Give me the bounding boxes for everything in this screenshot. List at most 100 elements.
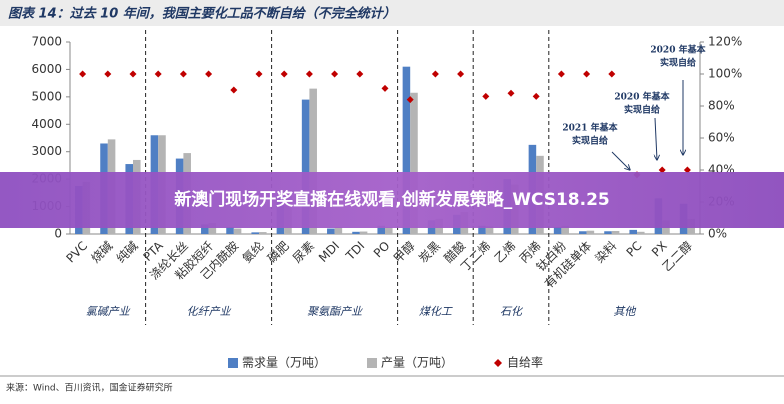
annotation: 实现自给 <box>572 135 608 147</box>
bar <box>561 225 569 234</box>
x-tick-label: 烧碱 <box>89 239 116 266</box>
y-tick-label: 6000 <box>31 62 62 76</box>
point <box>507 89 515 97</box>
x-tick-label: 乙烯 <box>492 239 519 266</box>
y2-tick-label: 80% <box>708 99 735 113</box>
x-tick-label: TDI <box>343 239 368 264</box>
y2-tick-label: 60% <box>708 131 735 145</box>
x-tick-label: 甲醇 <box>390 238 418 266</box>
group-label: 煤化工 <box>419 305 453 318</box>
x-tick-label: 尿素 <box>290 239 317 266</box>
bar <box>301 99 310 234</box>
bar <box>259 232 267 234</box>
bar <box>309 88 317 234</box>
x-tick-label: PO <box>371 239 393 261</box>
bar <box>377 225 385 234</box>
group-label: 氯碱产业 <box>86 305 131 318</box>
annotation-arrow <box>655 117 657 160</box>
legend-label: 自给率 <box>507 355 543 370</box>
x-tick-label: PVC <box>63 239 90 266</box>
x-tick-label: 染料 <box>592 238 620 266</box>
point <box>179 70 187 78</box>
banner-text: 新澳门现场开奖直播在线观看,创新发展策略_WCS18.25 <box>174 189 610 210</box>
bar <box>553 227 562 234</box>
x-tick-label: 氨纶 <box>240 239 267 266</box>
y-tick-label: 3000 <box>31 144 62 158</box>
bar <box>251 232 259 234</box>
bar <box>410 92 418 234</box>
annotation: 实现自给 <box>660 57 696 69</box>
legend-swatch <box>367 358 377 368</box>
point <box>457 70 465 78</box>
bar <box>579 231 587 234</box>
point <box>431 70 439 78</box>
bar <box>327 228 335 234</box>
bar <box>226 227 234 234</box>
bar <box>385 227 393 234</box>
bar <box>334 227 343 234</box>
x-tick-label: 磷肥 <box>264 238 292 266</box>
y-tick-label: 5000 <box>31 89 62 103</box>
y2-tick-label: 120% <box>708 35 742 49</box>
y2-tick-label: 100% <box>708 67 742 81</box>
source: 来源：Wind、百川资讯，国金证券研究所 <box>6 382 173 394</box>
point <box>406 96 414 104</box>
annotation: 2020 年基本 <box>650 44 706 56</box>
x-tick-label: 炭黑 <box>416 239 443 266</box>
point <box>154 70 162 78</box>
point <box>532 92 540 100</box>
legend-swatch <box>494 359 502 367</box>
bar <box>604 231 612 234</box>
point <box>230 86 238 94</box>
legend-label: 需求量（万吨） <box>242 356 326 370</box>
bar <box>586 230 595 234</box>
group-label: 化纤产业 <box>187 305 232 318</box>
point <box>305 70 313 78</box>
y-tick-label: 4000 <box>31 117 62 131</box>
point <box>104 70 112 78</box>
chart-title: 图表 14：过去 10 年间，我国主要化工品不断自给（不完全统计） <box>8 6 396 22</box>
point <box>79 70 87 78</box>
y2-tick-label: 0% <box>708 227 727 241</box>
title-bar <box>0 0 784 26</box>
bar <box>352 231 360 234</box>
legend-swatch <box>228 358 238 368</box>
banner <box>0 172 784 228</box>
bar <box>611 230 620 234</box>
point <box>557 70 565 78</box>
group-label: 其他 <box>613 305 636 318</box>
bar <box>637 231 645 234</box>
point <box>205 70 213 78</box>
bar <box>208 223 217 234</box>
annotation: 2021 年基本 <box>562 122 618 134</box>
x-tick-label: 纯碱 <box>114 239 141 266</box>
point <box>381 84 389 92</box>
point <box>255 70 263 78</box>
annotation: 2020 年基本 <box>614 91 670 103</box>
x-tick-label: PC <box>624 239 645 260</box>
point <box>356 70 364 78</box>
x-tick-label: MDI <box>316 239 342 265</box>
point <box>331 70 339 78</box>
point <box>658 166 666 174</box>
group-label: 石化 <box>500 305 524 318</box>
annotation: 实现自给 <box>624 104 660 116</box>
y-tick-label: 7000 <box>31 35 62 49</box>
legend-label: 产量（万吨） <box>381 356 453 370</box>
annotation-arrow <box>611 151 630 170</box>
group-label: 聚氨酯产业 <box>307 305 363 318</box>
bar <box>233 228 242 234</box>
point <box>608 70 616 78</box>
y-tick-label: 0 <box>54 227 62 241</box>
point <box>280 70 288 78</box>
point <box>683 166 691 174</box>
bar <box>402 66 411 234</box>
bar <box>485 226 494 234</box>
bar <box>359 231 368 234</box>
point <box>482 92 490 100</box>
point <box>583 70 591 78</box>
point <box>129 70 137 78</box>
bar <box>478 225 486 234</box>
bar <box>201 224 209 234</box>
